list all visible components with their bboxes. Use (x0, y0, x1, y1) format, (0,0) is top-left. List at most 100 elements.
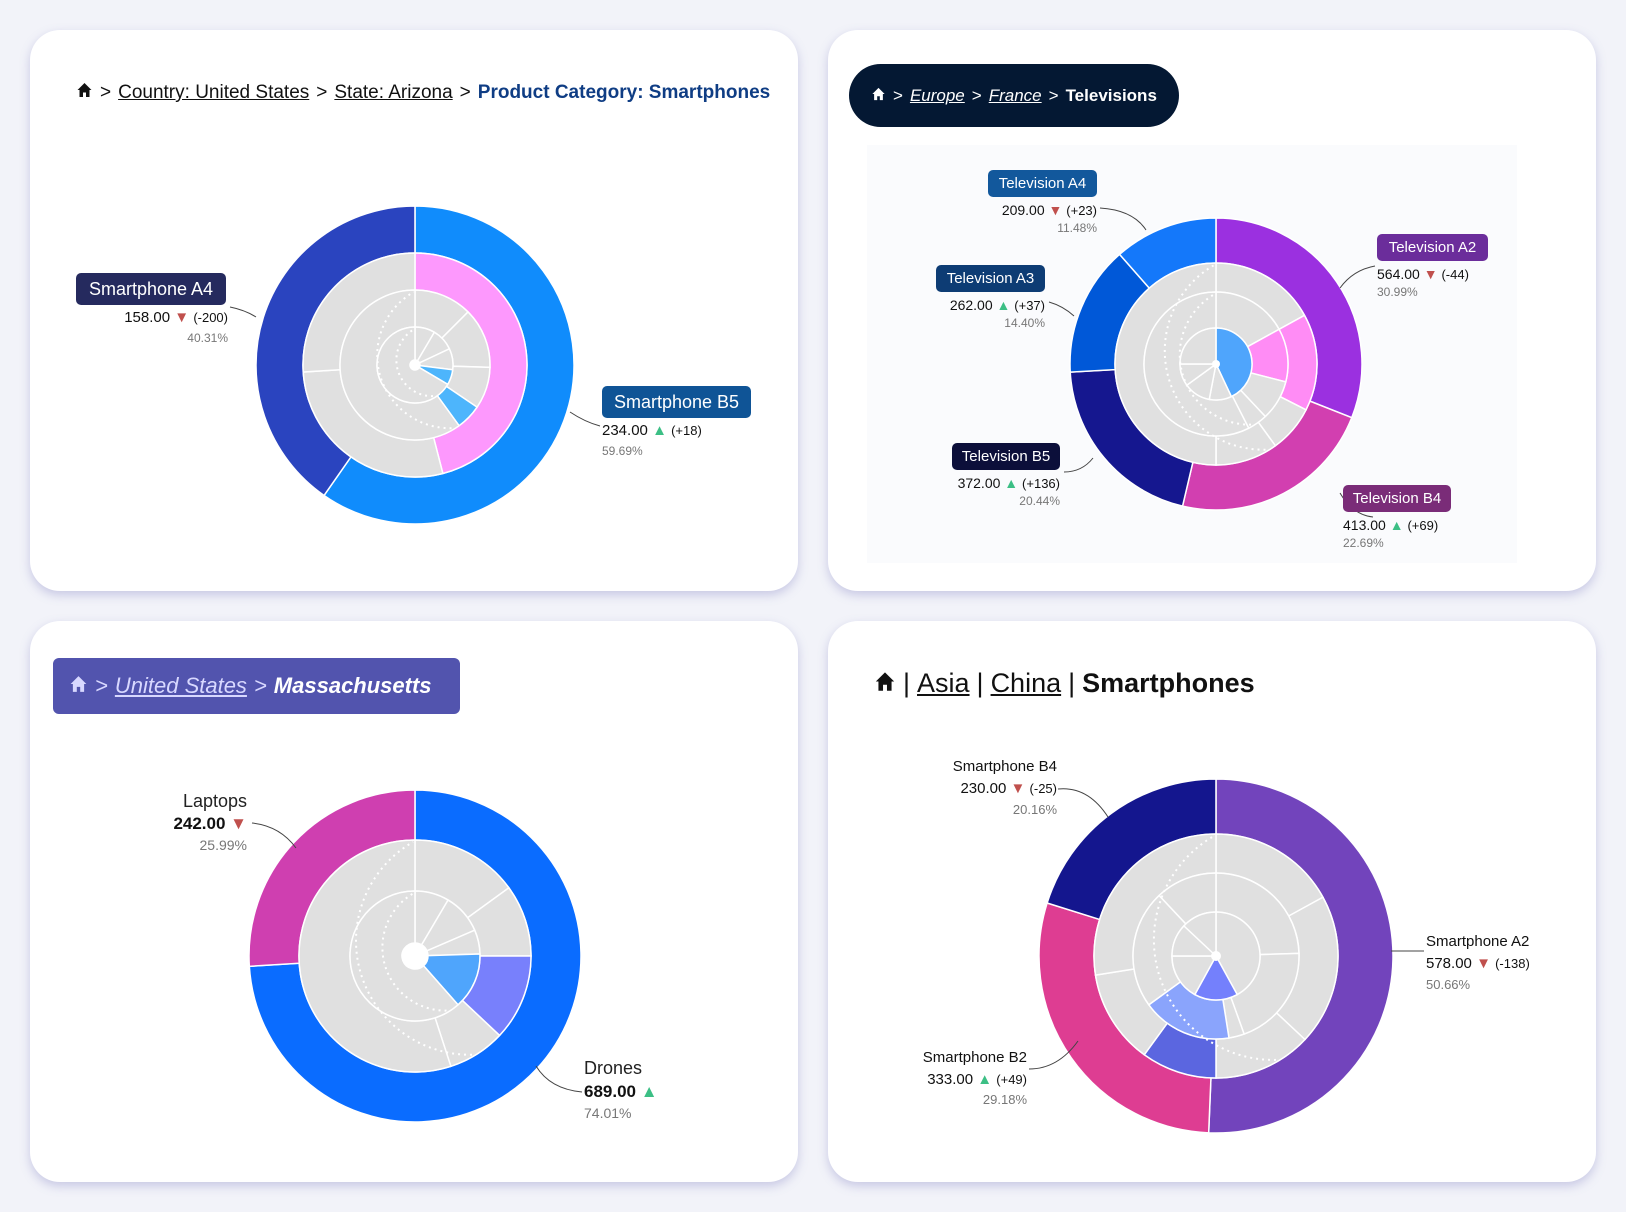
label-value: 262.00 ▲ (+37) (949, 297, 1045, 313)
center-hole (1212, 360, 1220, 368)
sunburst-rings (255, 205, 575, 525)
trend-down-icon: ▼ (1476, 955, 1491, 972)
chart-card-france-televisions: > Europe > France > Televisions Televisi… (828, 30, 1596, 591)
trend-up-icon: ▲ (977, 1071, 993, 1088)
label-percent: 74.01% (584, 1105, 632, 1121)
leader-line (229, 306, 257, 318)
breadcrumb-link-country[interactable]: China (990, 668, 1062, 698)
trend-up-icon: ▲ (652, 422, 667, 439)
label-percent: 20.44% (1019, 494, 1060, 508)
chart-card-china-smartphones: | Asia | China | Smartphones Smartphone … (828, 621, 1596, 1182)
breadcrumb: | Asia | China | Smartphones (874, 668, 1255, 699)
label-percent: 59.69% (602, 444, 643, 458)
label-percent: 20.16% (1012, 802, 1057, 817)
leader-line (1048, 301, 1075, 317)
label-value: 564.00 ▼ (-44) (1377, 266, 1469, 282)
breadcrumb-link-region[interactable]: Asia (917, 668, 970, 698)
dashed-ring-border (376, 291, 452, 430)
label-name: Smartphone B2 (922, 1049, 1027, 1066)
inner-ring-3-segment[interactable] (1182, 911, 1217, 958)
leader-line (1099, 207, 1147, 231)
breadcrumb-link-state[interactable]: State: Arizona (334, 82, 453, 103)
label-percent: 22.69% (1343, 536, 1384, 550)
label-value: 234.00 ▲ (+18) (602, 422, 702, 439)
breadcrumb-separator: > (253, 673, 267, 698)
label-name: Laptops (182, 791, 247, 811)
label-value: 578.00 ▼ (-138) (1426, 955, 1530, 972)
home-icon[interactable] (69, 673, 88, 699)
chart-card-arizona-smartphones: > Country: United States > State: Arizon… (30, 30, 798, 591)
label-tag: Smartphone A4 (76, 273, 226, 305)
label-value: 158.00 ▼ (-200) (124, 309, 228, 326)
breadcrumb-separator: | (903, 668, 911, 698)
label-percent: 25.99% (199, 837, 247, 853)
breadcrumb-current: Smartphones (1082, 668, 1255, 698)
inner-ring-3-segment[interactable] (1193, 954, 1239, 1001)
breadcrumb-separator: > (1048, 85, 1059, 105)
leader-line (1028, 1040, 1079, 1070)
breadcrumb-link-country[interactable]: Country: United States (118, 82, 310, 103)
breadcrumb-separator: > (971, 85, 982, 105)
label-value: 209.00 ▼ (+23) (1001, 202, 1097, 218)
label-percent: 30.99% (1377, 285, 1418, 299)
trend-up-icon: ▲ (996, 297, 1011, 313)
breadcrumb-current: Televisions (1065, 85, 1157, 105)
label-name: Smartphone A2 (1426, 933, 1530, 950)
sunburst-rings (248, 789, 582, 1123)
label-value: 333.00 ▲ (+49) (927, 1071, 1027, 1088)
label-tag: Television A3 (936, 265, 1045, 292)
leader-line (535, 1065, 583, 1093)
dashed-ring-border (395, 328, 434, 398)
center-hole (402, 943, 428, 969)
label-percent: 14.40% (1004, 316, 1045, 330)
breadcrumb-separator: > (316, 82, 328, 103)
home-icon[interactable] (76, 82, 93, 104)
label-value: 372.00 ▲ (+136) (957, 475, 1060, 491)
inner-ring-3-segment[interactable] (1215, 327, 1253, 398)
inner-ring-3-segment[interactable] (1171, 955, 1218, 996)
inner-ring-3-segment[interactable] (1179, 327, 1217, 365)
inner-ring-3-segment[interactable] (1215, 911, 1261, 996)
home-icon[interactable] (874, 668, 896, 699)
breadcrumb-link-region[interactable]: Europe (909, 85, 965, 105)
label-percent: 29.18% (982, 1092, 1027, 1107)
trend-down-icon: ▼ (230, 814, 247, 833)
dashed-ring-border (1163, 264, 1266, 451)
label-tag: Television A4 (988, 170, 1097, 197)
sunburst-chart[interactable] (30, 621, 798, 1182)
home-icon[interactable] (871, 86, 886, 106)
leader-line (1057, 788, 1109, 818)
center-hole (1211, 951, 1221, 961)
breadcrumb-link-country[interactable]: France (988, 85, 1042, 105)
trend-up-icon: ▲ (640, 1082, 658, 1101)
trend-up-icon: ▲ (1004, 475, 1019, 491)
label-tag: Smartphone B5 (602, 386, 751, 418)
breadcrumb: > Europe > France > Televisions (849, 64, 1179, 127)
trend-down-icon: ▼ (1010, 780, 1026, 797)
breadcrumb-link-country[interactable]: United States (114, 673, 247, 698)
label-name: Drones (584, 1058, 643, 1078)
trend-down-icon: ▼ (174, 309, 190, 326)
leader-line (569, 411, 601, 427)
breadcrumb: > Country: United States > State: Arizon… (76, 82, 770, 104)
label-percent: 50.66% (1426, 977, 1471, 992)
label-value: 413.00 ▲ (+69) (1343, 517, 1439, 533)
sunburst-rings (1038, 778, 1394, 1134)
breadcrumb-separator: > (100, 82, 112, 103)
breadcrumb: > United States > Massachusetts (53, 658, 460, 714)
trend-down-icon: ▼ (1048, 202, 1063, 218)
dashed-ring-border (1152, 835, 1277, 1061)
sunburst-chart[interactable] (828, 621, 1596, 1182)
label-tag: Television B4 (1343, 485, 1451, 512)
label-tag: Television B5 (952, 443, 1060, 470)
breadcrumb-separator: > (459, 82, 471, 103)
breadcrumb-separator: | (1068, 668, 1076, 698)
leader-line (1063, 457, 1094, 473)
breadcrumb-current: Product Category: Smartphones (477, 82, 771, 103)
sunburst-chart[interactable] (828, 30, 1596, 591)
label-value: 230.00 ▼ (-25) (960, 780, 1057, 797)
sunburst-chart[interactable] (30, 30, 798, 591)
leader-line (251, 822, 297, 849)
label-name: Smartphone B4 (952, 758, 1057, 775)
sunburst-rings (1069, 217, 1363, 511)
